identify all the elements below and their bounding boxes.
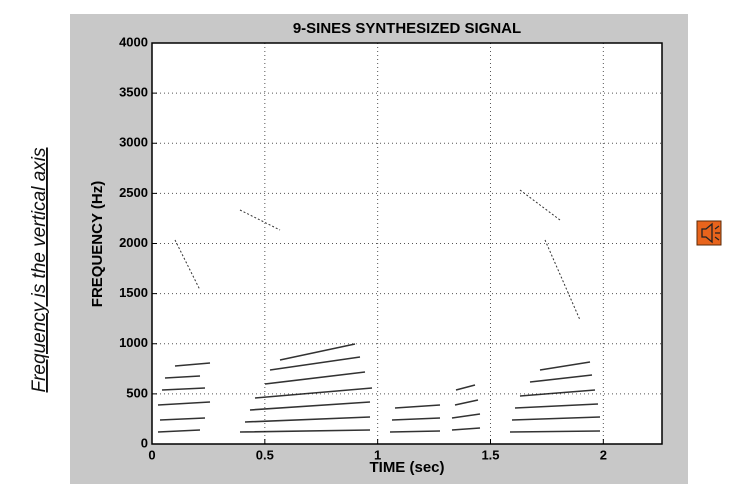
- caption: Frequency is the vertical axis: [29, 147, 50, 392]
- y-tick-label: 500: [126, 385, 148, 400]
- x-tick-label: 1.5: [481, 447, 499, 462]
- speaker-icon[interactable]: [696, 220, 722, 246]
- y-tick-label: 3500: [119, 85, 148, 100]
- y-tick-label: 4000: [119, 34, 148, 49]
- y-tick-label: 2000: [119, 235, 148, 250]
- x-tick-label: 2: [600, 447, 607, 462]
- y-tick-label: 1000: [119, 335, 148, 350]
- x-tick-label: 1: [374, 447, 381, 462]
- x-tick-label: 0: [148, 447, 155, 462]
- speaker-glyph: [701, 222, 713, 244]
- trace: [239, 343, 373, 433]
- trace: [157, 362, 211, 433]
- x-tick-label: 0.5: [256, 447, 274, 462]
- chart-title: 9-SINES SYNTHESIZED SIGNAL: [293, 20, 521, 37]
- y-axis-label: FREQUENCY (Hz): [89, 181, 106, 307]
- speaker-button[interactable]: [696, 220, 722, 246]
- y-tick-label: 0: [141, 435, 148, 450]
- trace: [509, 361, 601, 433]
- y-tick-label: 3000: [119, 135, 148, 150]
- y-tick-label: 1500: [119, 285, 148, 300]
- y-tick-label: 2500: [119, 185, 148, 200]
- trace: [389, 384, 481, 433]
- spectrogram-traces: [157, 189, 601, 433]
- x-axis-label: TIME (sec): [369, 459, 444, 476]
- sound-waves: [714, 225, 720, 241]
